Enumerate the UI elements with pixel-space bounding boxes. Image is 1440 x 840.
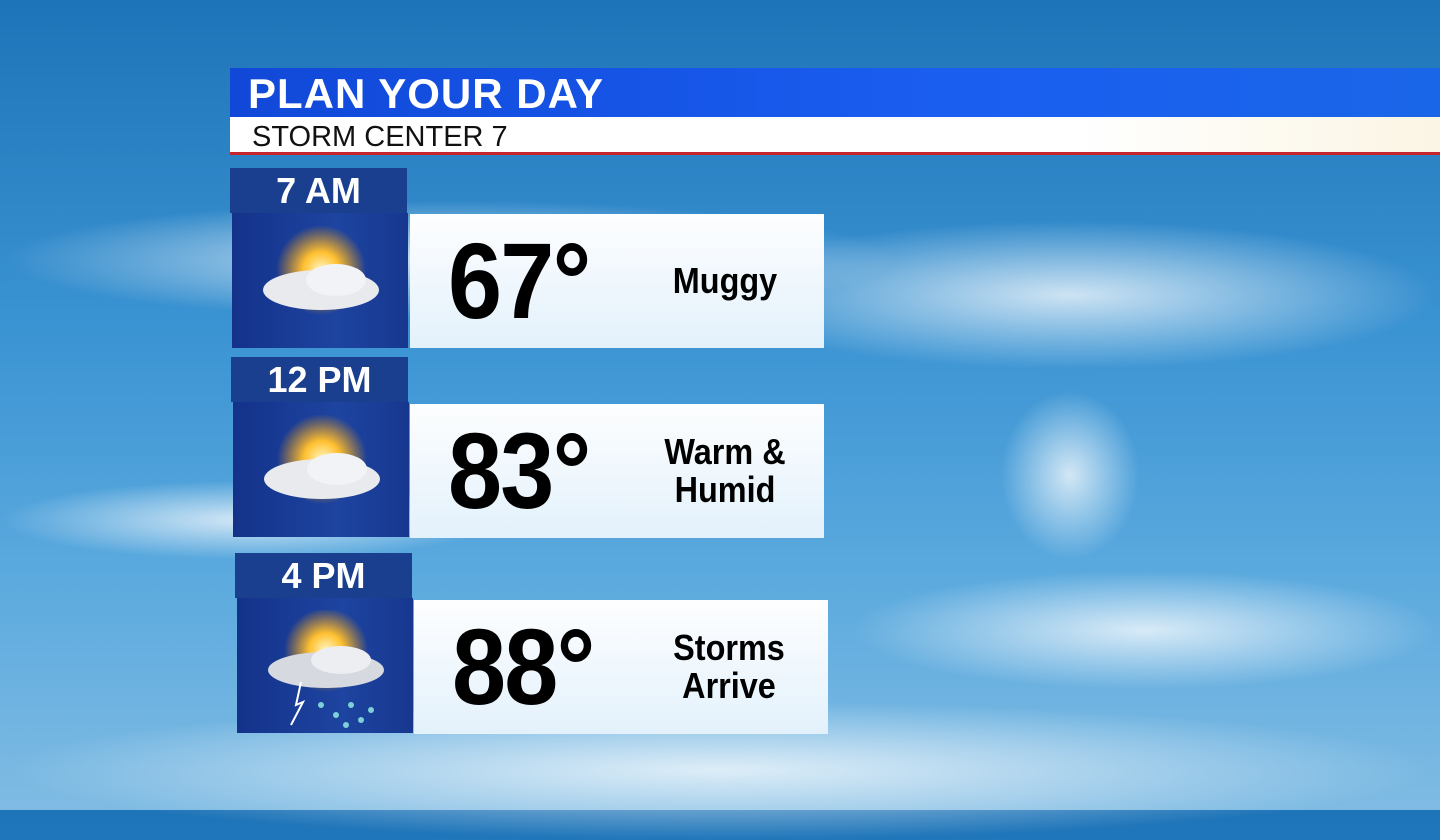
- subtitle-bar: STORM CENTER 7: [230, 117, 1440, 155]
- partly-sunny-icon: [233, 402, 409, 537]
- page-title: PLAN YOUR DAY: [248, 70, 605, 117]
- time-label: 4 PM: [235, 553, 412, 598]
- title-bar: PLAN YOUR DAY: [230, 68, 1440, 117]
- time-label: 7 AM: [230, 168, 407, 213]
- temperature: 88°: [452, 606, 595, 727]
- forecast-panel: 88° Storms Arrive: [414, 600, 828, 734]
- condition: Storms Arrive: [673, 627, 785, 706]
- station-name: STORM CENTER 7: [252, 121, 508, 153]
- partly-sunny-icon: [232, 213, 408, 348]
- condition: Muggy: [672, 260, 778, 301]
- sun-thunderstorm-icon: [237, 598, 413, 733]
- temperature: 83°: [448, 410, 591, 531]
- condition: Warm & Humid: [664, 431, 786, 510]
- time-label: 12 PM: [231, 357, 408, 402]
- forecast-panel: 67° Muggy: [410, 214, 824, 348]
- temperature: 67°: [448, 220, 591, 341]
- forecast-panel: 83° Warm & Humid: [410, 404, 824, 538]
